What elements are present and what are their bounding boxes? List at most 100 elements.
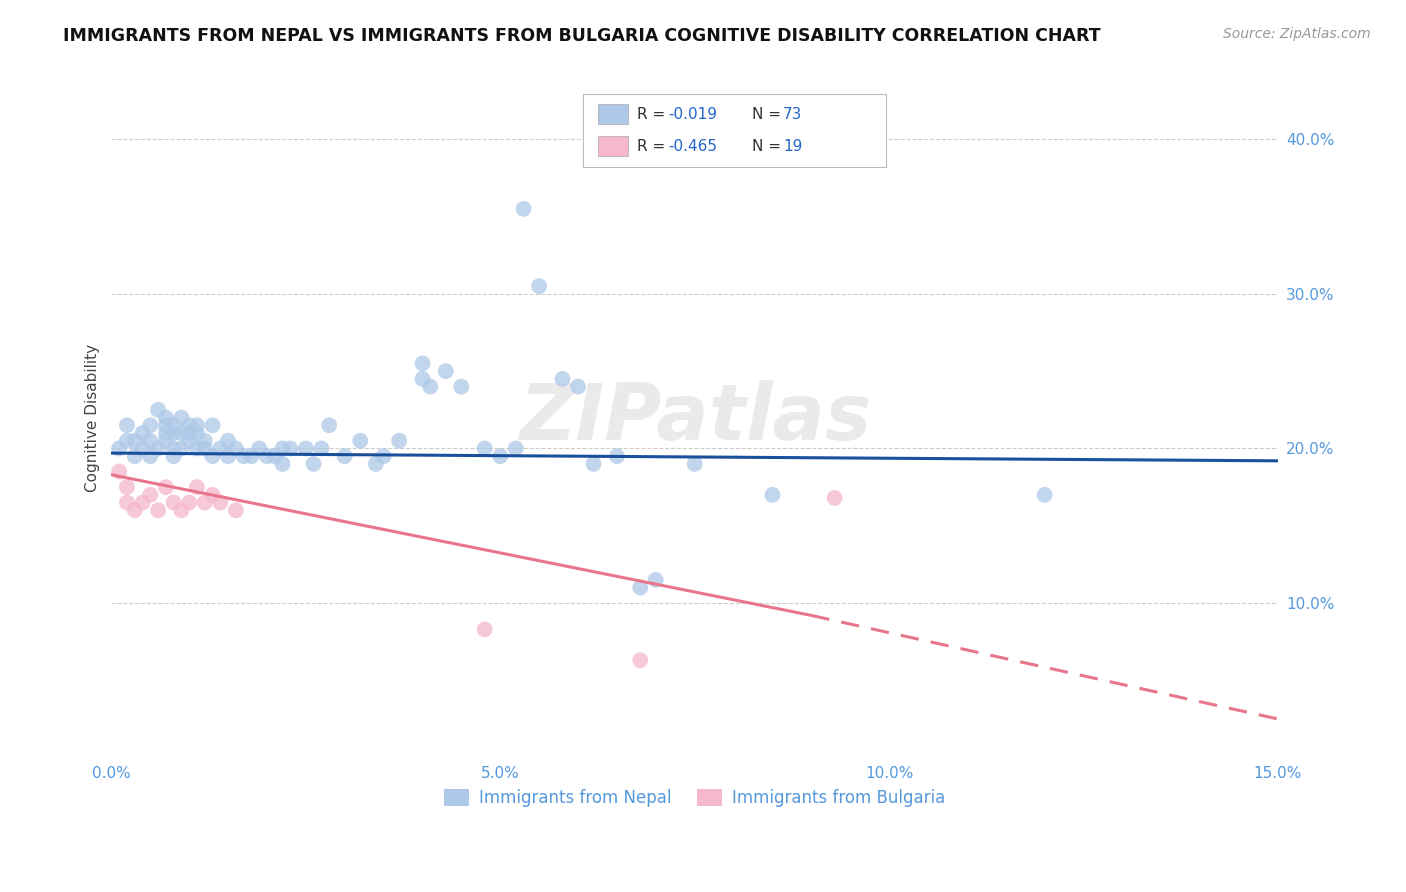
Point bbox=[179, 434, 201, 448]
Point bbox=[761, 488, 783, 502]
Point bbox=[146, 503, 169, 517]
Point bbox=[139, 488, 162, 502]
Point bbox=[263, 449, 285, 463]
Point bbox=[278, 442, 301, 456]
Point bbox=[209, 442, 232, 456]
Point bbox=[567, 379, 589, 393]
Point bbox=[162, 418, 184, 433]
Point bbox=[419, 379, 441, 393]
Point bbox=[124, 503, 146, 517]
Point bbox=[450, 379, 472, 393]
Point bbox=[411, 372, 433, 386]
Text: -0.019: -0.019 bbox=[668, 107, 717, 121]
Point bbox=[201, 418, 224, 433]
Point bbox=[124, 449, 146, 463]
Point bbox=[295, 442, 318, 456]
Point bbox=[434, 364, 457, 378]
Text: ZIPatlas: ZIPatlas bbox=[519, 379, 870, 456]
Point bbox=[170, 503, 193, 517]
Point bbox=[628, 653, 651, 667]
Point bbox=[170, 442, 193, 456]
Point bbox=[139, 449, 162, 463]
Point bbox=[131, 425, 153, 440]
Point bbox=[194, 442, 217, 456]
Point bbox=[256, 449, 278, 463]
Point bbox=[155, 434, 177, 448]
Point bbox=[333, 449, 356, 463]
Point bbox=[388, 434, 411, 448]
Point bbox=[108, 465, 131, 479]
Point bbox=[170, 410, 193, 425]
Point bbox=[209, 495, 232, 509]
Point bbox=[474, 623, 496, 637]
Point bbox=[201, 488, 224, 502]
Point bbox=[162, 449, 184, 463]
Point bbox=[373, 449, 395, 463]
Point bbox=[582, 457, 605, 471]
Point bbox=[131, 442, 153, 456]
Text: -0.465: -0.465 bbox=[668, 139, 717, 153]
Point bbox=[505, 442, 527, 456]
Text: IMMIGRANTS FROM NEPAL VS IMMIGRANTS FROM BULGARIA COGNITIVE DISABILITY CORRELATI: IMMIGRANTS FROM NEPAL VS IMMIGRANTS FROM… bbox=[63, 27, 1101, 45]
Point bbox=[155, 480, 177, 494]
Point bbox=[474, 442, 496, 456]
Point bbox=[683, 457, 706, 471]
Point bbox=[124, 434, 146, 448]
Point bbox=[271, 442, 294, 456]
Point bbox=[194, 495, 217, 509]
Point bbox=[115, 434, 138, 448]
Point bbox=[170, 425, 193, 440]
Point bbox=[146, 402, 169, 417]
Point bbox=[186, 418, 208, 433]
Point bbox=[364, 457, 387, 471]
Point bbox=[349, 434, 371, 448]
Point bbox=[271, 457, 294, 471]
Point bbox=[232, 449, 254, 463]
Point bbox=[527, 279, 550, 293]
Point bbox=[194, 434, 217, 448]
Point bbox=[186, 480, 208, 494]
Point bbox=[824, 491, 846, 505]
Point bbox=[155, 418, 177, 433]
Text: 19: 19 bbox=[783, 139, 803, 153]
Point bbox=[162, 495, 184, 509]
Point bbox=[155, 425, 177, 440]
Point bbox=[108, 442, 131, 456]
Point bbox=[139, 434, 162, 448]
Point bbox=[179, 425, 201, 440]
Point bbox=[115, 418, 138, 433]
Point bbox=[225, 442, 247, 456]
Point bbox=[1033, 488, 1056, 502]
Point bbox=[628, 581, 651, 595]
Point bbox=[644, 573, 666, 587]
Point bbox=[217, 434, 239, 448]
Text: R =: R = bbox=[637, 107, 671, 121]
Point bbox=[240, 449, 263, 463]
Point bbox=[318, 418, 340, 433]
Text: 73: 73 bbox=[783, 107, 803, 121]
Point bbox=[302, 457, 325, 471]
Point bbox=[179, 495, 201, 509]
Text: N =: N = bbox=[752, 107, 786, 121]
Text: N =: N = bbox=[752, 139, 786, 153]
Point bbox=[311, 442, 333, 456]
Point bbox=[131, 495, 153, 509]
Point bbox=[225, 503, 247, 517]
Point bbox=[247, 442, 270, 456]
Point bbox=[186, 442, 208, 456]
Point bbox=[186, 425, 208, 440]
Point bbox=[217, 449, 239, 463]
Point bbox=[179, 418, 201, 433]
Point bbox=[201, 449, 224, 463]
Point bbox=[551, 372, 574, 386]
Text: R =: R = bbox=[637, 139, 671, 153]
Legend: Immigrants from Nepal, Immigrants from Bulgaria: Immigrants from Nepal, Immigrants from B… bbox=[437, 782, 952, 814]
Point bbox=[411, 356, 433, 370]
Point bbox=[162, 425, 184, 440]
Text: Source: ZipAtlas.com: Source: ZipAtlas.com bbox=[1223, 27, 1371, 41]
Point bbox=[512, 202, 534, 216]
Point bbox=[606, 449, 628, 463]
Point bbox=[162, 442, 184, 456]
Point bbox=[155, 410, 177, 425]
Point bbox=[139, 418, 162, 433]
